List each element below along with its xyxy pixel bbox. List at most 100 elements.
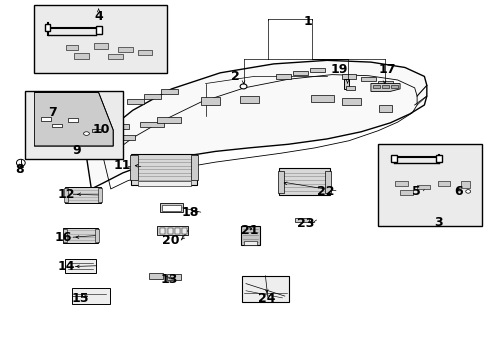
Bar [309,68,324,72]
Bar [116,135,134,140]
Bar [167,228,172,234]
Bar [243,241,257,246]
Bar [377,81,392,86]
Text: 9: 9 [72,144,81,157]
Text: 2: 2 [231,70,240,83]
Text: 18: 18 [181,206,198,219]
Ellipse shape [465,190,469,193]
Polygon shape [370,84,399,91]
Bar [390,85,397,88]
Bar [292,71,307,75]
Bar [160,89,177,94]
Bar [160,228,165,234]
Bar [324,171,330,193]
Bar [143,94,160,99]
Bar [394,181,407,186]
Bar [66,45,78,50]
Bar [44,23,50,31]
Text: 11: 11 [113,159,130,172]
Bar [94,43,108,49]
Text: 14: 14 [57,260,75,273]
Bar [162,205,181,211]
Bar [240,96,258,103]
Bar [140,122,163,127]
Text: 16: 16 [55,231,72,244]
Ellipse shape [17,159,25,166]
Ellipse shape [83,132,89,135]
Text: 24: 24 [257,292,275,305]
Text: 1: 1 [303,14,311,27]
Text: 21: 21 [240,224,258,237]
Text: 22: 22 [317,185,334,198]
Bar [460,181,469,188]
Bar [64,188,68,202]
Bar [341,74,356,78]
Bar [112,124,129,129]
Text: 19: 19 [330,63,347,76]
Bar [276,74,290,78]
Bar [378,105,391,112]
Text: 15: 15 [72,292,89,305]
Ellipse shape [240,84,246,89]
Bar [96,26,102,34]
Bar [435,155,441,162]
Text: 17: 17 [377,63,395,76]
Bar [372,85,379,88]
Bar [108,54,122,59]
Bar [399,190,412,195]
Bar [137,181,191,186]
Bar [41,117,51,121]
Bar [92,129,101,132]
Bar [72,288,110,304]
Bar [361,77,375,81]
Bar [74,53,89,59]
Bar [148,273,163,279]
Bar [294,218,308,222]
Bar [160,203,183,212]
Bar [201,98,220,105]
Bar [416,185,428,189]
Bar [157,117,181,123]
Text: 3: 3 [434,216,443,229]
Bar [437,181,449,186]
Bar [157,226,187,235]
Bar [241,226,259,245]
Text: 7: 7 [48,106,57,120]
Text: 5: 5 [411,185,420,198]
Bar [98,188,102,202]
Text: 20: 20 [162,234,179,247]
Bar [65,258,96,273]
Bar [62,229,66,242]
Bar [117,47,133,53]
Text: 12: 12 [57,188,75,201]
Bar [190,155,198,180]
Bar [310,95,333,103]
Bar [95,229,99,242]
Bar [381,85,388,88]
Bar [241,276,288,302]
Bar [138,50,151,55]
Text: 23: 23 [296,217,313,230]
Text: 8: 8 [16,163,24,176]
Bar [344,79,348,89]
Text: 13: 13 [160,273,178,286]
Text: 6: 6 [453,185,462,198]
Bar [346,86,354,90]
Bar [63,228,98,243]
Bar [52,124,62,127]
Polygon shape [34,93,113,146]
Bar [25,91,122,158]
Text: 4: 4 [94,10,103,23]
Bar [131,154,197,185]
Bar [377,144,481,226]
Bar [126,99,143,104]
Text: 10: 10 [92,123,110,136]
Bar [341,98,361,105]
Bar [175,228,180,234]
Bar [278,168,329,195]
Bar [390,155,396,162]
Polygon shape [86,60,426,189]
Bar [166,274,181,280]
Bar [278,171,284,193]
Bar [34,5,166,73]
